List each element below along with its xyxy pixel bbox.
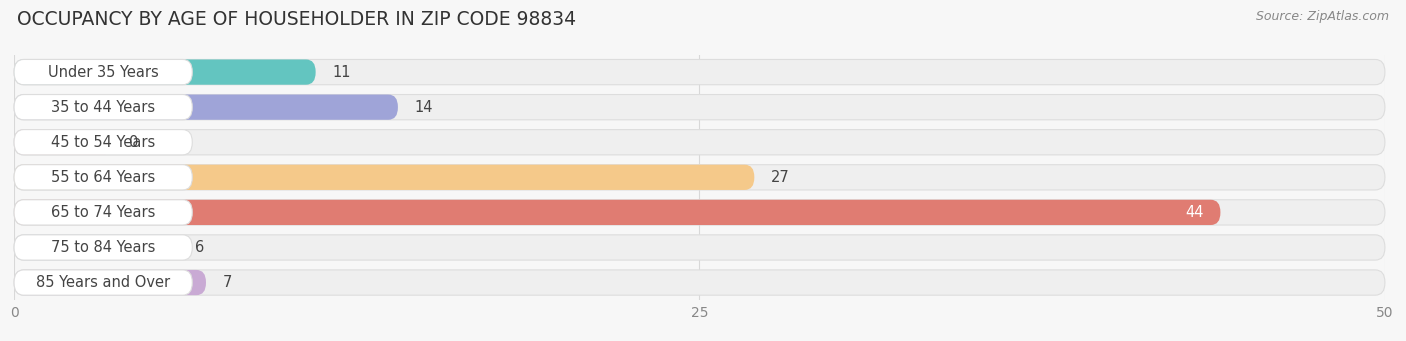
FancyBboxPatch shape <box>14 200 1385 225</box>
FancyBboxPatch shape <box>14 130 112 155</box>
FancyBboxPatch shape <box>14 270 1385 295</box>
Text: 85 Years and Over: 85 Years and Over <box>37 275 170 290</box>
Text: 14: 14 <box>415 100 433 115</box>
FancyBboxPatch shape <box>14 165 193 190</box>
FancyBboxPatch shape <box>14 235 1385 260</box>
FancyBboxPatch shape <box>14 165 1385 190</box>
FancyBboxPatch shape <box>14 59 315 85</box>
FancyBboxPatch shape <box>14 94 1385 120</box>
Text: 6: 6 <box>195 240 204 255</box>
FancyBboxPatch shape <box>14 94 398 120</box>
FancyBboxPatch shape <box>14 235 179 260</box>
Text: 45 to 54 Years: 45 to 54 Years <box>51 135 155 150</box>
FancyBboxPatch shape <box>14 200 1220 225</box>
Text: 7: 7 <box>222 275 232 290</box>
Text: 35 to 44 Years: 35 to 44 Years <box>51 100 155 115</box>
Text: OCCUPANCY BY AGE OF HOUSEHOLDER IN ZIP CODE 98834: OCCUPANCY BY AGE OF HOUSEHOLDER IN ZIP C… <box>17 10 576 29</box>
Text: 0: 0 <box>128 135 138 150</box>
Text: Source: ZipAtlas.com: Source: ZipAtlas.com <box>1256 10 1389 23</box>
FancyBboxPatch shape <box>14 94 193 120</box>
Text: 44: 44 <box>1185 205 1204 220</box>
FancyBboxPatch shape <box>14 270 207 295</box>
Text: 65 to 74 Years: 65 to 74 Years <box>51 205 155 220</box>
FancyBboxPatch shape <box>14 59 1385 85</box>
FancyBboxPatch shape <box>14 130 193 155</box>
FancyBboxPatch shape <box>14 270 193 295</box>
FancyBboxPatch shape <box>14 130 1385 155</box>
FancyBboxPatch shape <box>14 200 193 225</box>
Text: Under 35 Years: Under 35 Years <box>48 64 159 79</box>
Text: 11: 11 <box>332 64 350 79</box>
Text: 27: 27 <box>770 170 790 185</box>
Text: 75 to 84 Years: 75 to 84 Years <box>51 240 155 255</box>
FancyBboxPatch shape <box>14 165 754 190</box>
Text: 55 to 64 Years: 55 to 64 Years <box>51 170 155 185</box>
FancyBboxPatch shape <box>14 235 193 260</box>
FancyBboxPatch shape <box>14 59 193 85</box>
